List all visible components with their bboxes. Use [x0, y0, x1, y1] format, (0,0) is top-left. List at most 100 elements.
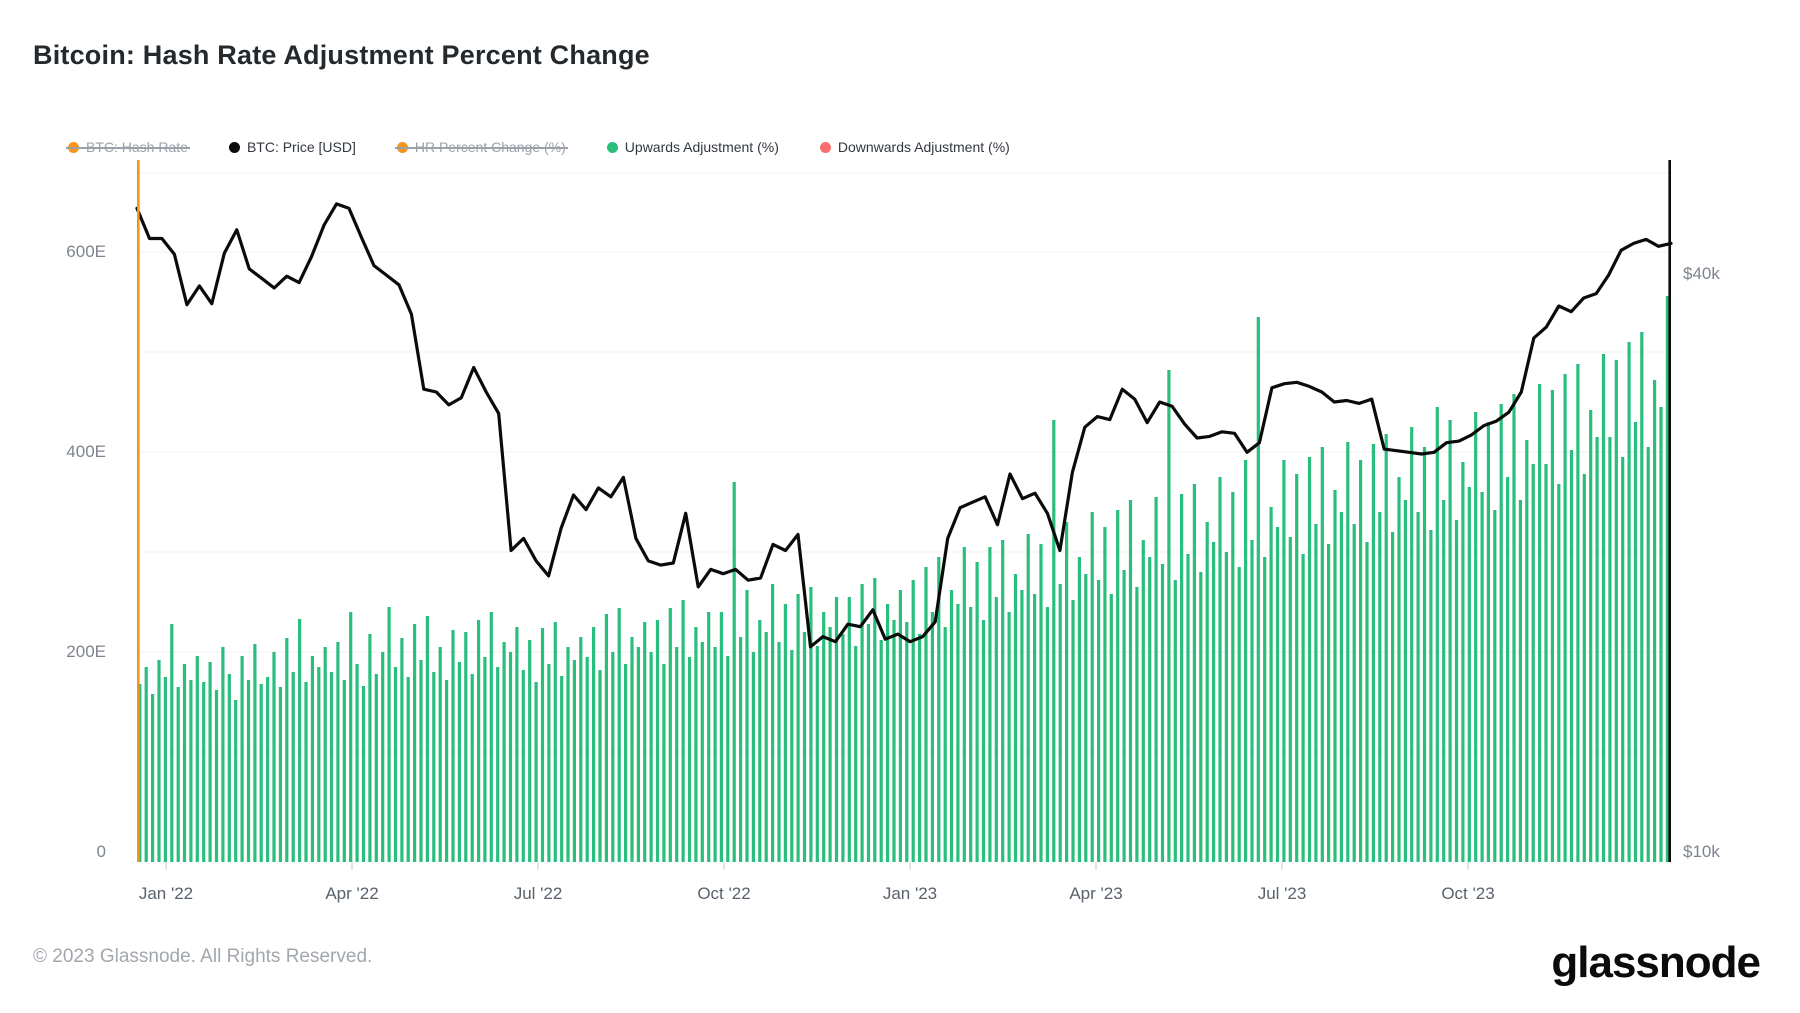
chart-canvas[interactable]	[135, 160, 1673, 870]
bar-upwards-adjustment	[566, 647, 570, 862]
bar-upwards-adjustment	[1167, 370, 1171, 862]
bar-upwards-adjustment	[1013, 574, 1018, 862]
bar-upwards-adjustment	[1314, 524, 1318, 862]
bar-upwards-adjustment	[521, 670, 525, 862]
bar-upwards-adjustment	[1039, 544, 1043, 862]
bar-upwards-adjustment	[1403, 500, 1407, 862]
bar-upwards-adjustment	[1033, 594, 1037, 862]
y-axis-right: $40k $10k	[1683, 160, 1783, 862]
bar-upwards-adjustment	[234, 700, 238, 862]
bar-upwards-adjustment	[873, 578, 877, 862]
bar-upwards-adjustment	[681, 600, 685, 862]
bar-upwards-adjustment	[924, 567, 928, 862]
bar-upwards-adjustment	[477, 620, 481, 862]
x-axis-label: Jan '22	[138, 884, 194, 903]
bar-upwards-adjustment	[1020, 590, 1024, 862]
bar-upwards-adjustment	[304, 682, 308, 862]
bar-upwards-adjustment	[1474, 412, 1478, 862]
bar-upwards-adjustment	[221, 647, 225, 862]
bar-upwards-adjustment	[1557, 484, 1561, 862]
bar-upwards-adjustment	[170, 624, 174, 862]
bar-upwards-adjustment	[949, 590, 954, 862]
bar-upwards-adjustment	[892, 620, 896, 862]
chart-plot-area[interactable]	[135, 160, 1673, 870]
legend-marker-icon	[606, 141, 618, 153]
legend-item-4[interactable]: Downwards Adjustment (%)	[819, 139, 1010, 155]
bar-upwards-adjustment	[1621, 457, 1625, 862]
bar-upwards-adjustment	[1263, 557, 1267, 862]
bar-upwards-adjustment	[259, 684, 263, 862]
bar-upwards-adjustment	[636, 647, 640, 862]
bar-upwards-adjustment	[195, 656, 199, 862]
bar-upwards-adjustment	[342, 680, 346, 862]
bar-upwards-adjustment	[1371, 444, 1375, 862]
bar-upwards-adjustment	[1410, 427, 1414, 862]
bar-upwards-adjustment	[1116, 510, 1120, 862]
bar-upwards-adjustment	[349, 612, 353, 862]
legend-item-0[interactable]: BTC: Hash Rate	[66, 139, 190, 155]
bar-upwards-adjustment	[905, 622, 909, 862]
price-line	[135, 202, 1673, 649]
bar-upwards-adjustment	[956, 604, 960, 862]
bar-upwards-adjustment	[668, 608, 672, 862]
bar-upwards-adjustment	[1442, 500, 1446, 862]
bar-upwards-adjustment	[719, 612, 723, 862]
bar-upwards-adjustment	[496, 667, 500, 862]
legend-item-2[interactable]: HR Percent Change (%)	[394, 139, 568, 155]
bar-upwards-adjustment	[1282, 460, 1286, 862]
bar-upwards-adjustment	[240, 656, 244, 862]
bar-upwards-adjustment	[1199, 572, 1203, 862]
bar-upwards-adjustment	[822, 612, 826, 862]
x-axis: Jan '22 Apr '22 Jul '22 Oct '22 Jan '23 Apr '…	[137, 884, 1671, 910]
bar-upwards-adjustment	[502, 642, 506, 862]
bar-upwards-adjustment	[144, 667, 148, 862]
x-axis-label: Apr '22	[325, 884, 379, 903]
bar-upwards-adjustment	[1244, 460, 1248, 862]
bar-upwards-adjustment	[802, 632, 807, 862]
bar-upwards-adjustment	[1352, 524, 1356, 862]
bar-upwards-adjustment	[515, 627, 519, 862]
bar-upwards-adjustment	[1141, 540, 1145, 862]
bar-upwards-adjustment	[1582, 474, 1586, 862]
bar-upwards-adjustment	[758, 620, 762, 862]
bar-upwards-adjustment	[1538, 384, 1542, 862]
bar-upwards-adjustment	[1435, 407, 1439, 862]
bar-upwards-adjustment	[368, 634, 372, 862]
bar-upwards-adjustment	[943, 627, 947, 862]
bar-upwards-adjustment	[662, 664, 666, 862]
bar-upwards-adjustment	[1480, 492, 1484, 862]
bar-upwards-adjustment	[387, 607, 391, 862]
bar-upwards-adjustment	[1493, 510, 1497, 862]
bar-upwards-adjustment	[1007, 612, 1011, 862]
legend-item-1[interactable]: BTC: Price [USD]	[228, 139, 356, 155]
bar-upwards-adjustment	[969, 607, 973, 862]
y-axis-label-left: 600E	[66, 242, 106, 261]
bar-upwards-adjustment	[374, 674, 378, 862]
bar-upwards-adjustment	[163, 677, 167, 862]
bar-upwards-adjustment	[1384, 434, 1388, 862]
bar-upwards-adjustment	[1327, 544, 1331, 862]
bar-upwards-adjustment	[655, 620, 660, 862]
legend-item-3[interactable]: Upwards Adjustment (%)	[606, 139, 779, 155]
bar-upwards-adjustment	[1448, 420, 1452, 862]
bar-upwards-adjustment	[579, 637, 583, 862]
bar-upwards-adjustment	[381, 652, 385, 862]
x-axis-label: Jul '23	[1257, 884, 1307, 903]
bar-upwards-adjustment	[361, 686, 366, 862]
bar-upwards-adjustment	[393, 667, 398, 862]
bar-upwards-adjustment	[707, 612, 711, 862]
bar-upwards-adjustment	[1180, 494, 1184, 862]
bar-upwards-adjustment	[643, 622, 647, 862]
bar-upwards-adjustment	[1065, 522, 1069, 862]
bar-upwards-adjustment	[809, 587, 813, 862]
bar-upwards-adjustment	[298, 619, 302, 862]
bar-upwards-adjustment	[1212, 542, 1216, 862]
bar-upwards-adjustment	[1001, 540, 1005, 862]
bar-upwards-adjustment	[1461, 462, 1465, 862]
x-axis-label: Oct '23	[1441, 884, 1495, 903]
bar-upwards-adjustment	[1071, 600, 1075, 862]
bar-upwards-adjustment	[176, 687, 180, 862]
bar-upwards-adjustment	[336, 642, 340, 862]
bar-upwards-adjustment	[157, 660, 161, 862]
y-axis-label-right: $40k	[1683, 264, 1720, 283]
